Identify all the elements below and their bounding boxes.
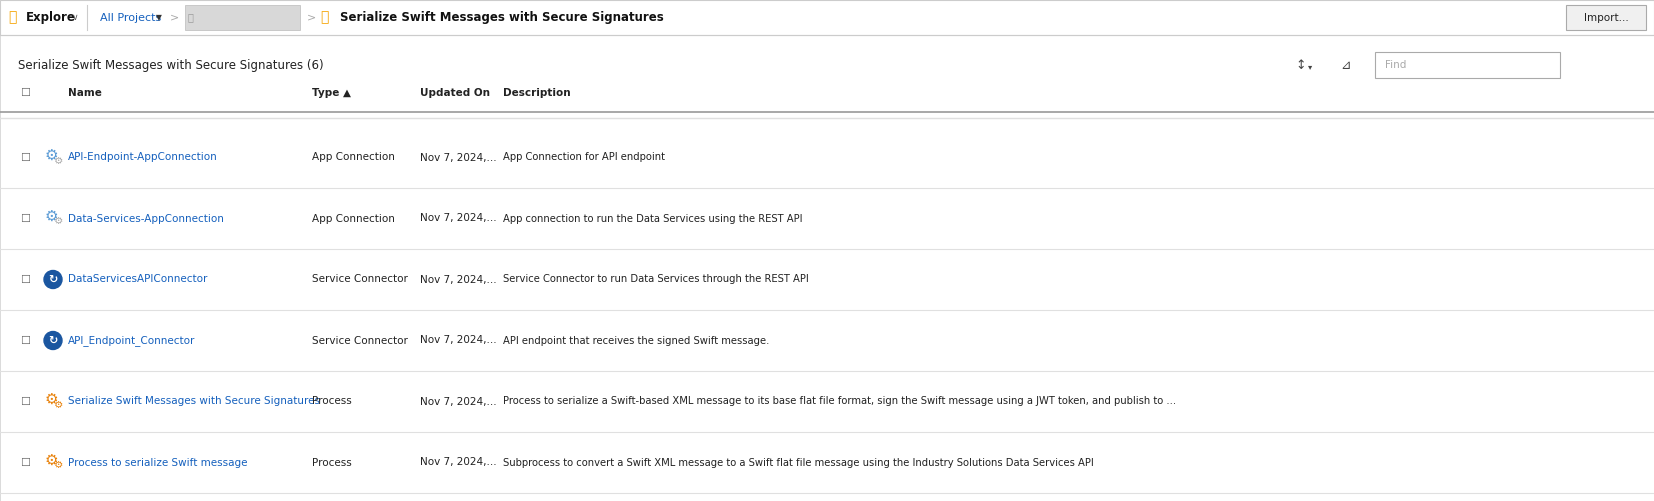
Text: 🗂: 🗂 (8, 11, 17, 25)
Text: ⚙: ⚙ (55, 216, 63, 226)
Text: Service Connector: Service Connector (313, 336, 409, 346)
Text: ↻: ↻ (48, 275, 58, 285)
Text: ⚙: ⚙ (45, 453, 58, 468)
Text: ☐: ☐ (20, 88, 30, 98)
Text: App connection to run the Data Services using the REST API: App connection to run the Data Services … (503, 213, 802, 223)
Text: ☐: ☐ (20, 275, 30, 285)
FancyBboxPatch shape (185, 5, 299, 30)
Text: Nov 7, 2024,...: Nov 7, 2024,... (420, 213, 496, 223)
Text: ⚙: ⚙ (55, 155, 63, 165)
Text: ↕: ↕ (1295, 59, 1305, 72)
Circle shape (45, 271, 61, 289)
Text: Updated On: Updated On (420, 88, 490, 98)
Text: ☐: ☐ (20, 396, 30, 406)
Text: Service Connector: Service Connector (313, 275, 409, 285)
Circle shape (45, 332, 61, 350)
Text: Process: Process (313, 457, 352, 467)
Text: Process to serialize Swift message: Process to serialize Swift message (68, 457, 248, 467)
FancyBboxPatch shape (0, 0, 1654, 35)
Text: Serialize Swift Messages with Secure Signatures: Serialize Swift Messages with Secure Sig… (341, 11, 663, 24)
Text: App Connection: App Connection (313, 213, 395, 223)
Text: Service Connector to run Data Services through the REST API: Service Connector to run Data Services t… (503, 275, 809, 285)
Text: ∨: ∨ (73, 13, 79, 22)
Text: Process: Process (313, 396, 352, 406)
Text: App Connection: App Connection (313, 152, 395, 162)
Text: ⚙: ⚙ (45, 148, 58, 163)
Text: ⊿: ⊿ (1340, 59, 1351, 72)
Text: ☐: ☐ (20, 336, 30, 346)
Text: Process to serialize a Swift-based XML message to its base flat file format, sig: Process to serialize a Swift-based XML m… (503, 396, 1176, 406)
Text: Data-Services-AppConnection: Data-Services-AppConnection (68, 213, 223, 223)
Text: Serialize Swift Messages with Secure Signatures: Serialize Swift Messages with Secure Sig… (68, 396, 319, 406)
Text: Type ▲: Type ▲ (313, 88, 351, 98)
Text: DataServicesAPIConnector: DataServicesAPIConnector (68, 275, 207, 285)
Text: ⚙: ⚙ (45, 209, 58, 224)
Text: ☐: ☐ (20, 213, 30, 223)
Text: API endpoint that receives the signed Swift message.: API endpoint that receives the signed Sw… (503, 336, 769, 346)
Text: Find: Find (1384, 60, 1406, 70)
Text: ☐: ☐ (20, 152, 30, 162)
Text: 📋: 📋 (189, 13, 194, 23)
Text: Nov 7, 2024,...: Nov 7, 2024,... (420, 152, 496, 162)
FancyBboxPatch shape (0, 35, 1654, 501)
Text: Nov 7, 2024,...: Nov 7, 2024,... (420, 457, 496, 467)
FancyBboxPatch shape (1566, 5, 1646, 30)
Text: >: > (170, 13, 179, 23)
Text: App Connection for API endpoint: App Connection for API endpoint (503, 152, 665, 162)
Text: API-Endpoint-AppConnection: API-Endpoint-AppConnection (68, 152, 218, 162)
Text: 🗂: 🗂 (319, 11, 329, 25)
Text: Serialize Swift Messages with Secure Signatures (6): Serialize Swift Messages with Secure Sig… (18, 59, 324, 72)
Text: ↻: ↻ (48, 336, 58, 346)
Text: >: > (308, 13, 316, 23)
Text: ▼: ▼ (155, 13, 162, 22)
FancyBboxPatch shape (1374, 52, 1560, 78)
Text: ⚙: ⚙ (45, 392, 58, 407)
Text: ⚙: ⚙ (55, 399, 63, 409)
Text: All Projects: All Projects (99, 13, 160, 23)
Text: Nov 7, 2024,...: Nov 7, 2024,... (420, 396, 496, 406)
Text: Nov 7, 2024,...: Nov 7, 2024,... (420, 275, 496, 285)
Text: Subprocess to convert a Swift XML message to a Swift flat file message using the: Subprocess to convert a Swift XML messag… (503, 457, 1093, 467)
Text: ⚙: ⚙ (55, 460, 63, 470)
Text: ☐: ☐ (20, 457, 30, 467)
Text: ▾: ▾ (1308, 63, 1312, 72)
Text: Description: Description (503, 88, 571, 98)
Text: Explore: Explore (26, 11, 76, 24)
Text: Name: Name (68, 88, 103, 98)
Text: API_Endpoint_Connector: API_Endpoint_Connector (68, 335, 195, 346)
Text: Nov 7, 2024,...: Nov 7, 2024,... (420, 336, 496, 346)
Text: Import...: Import... (1583, 13, 1629, 23)
